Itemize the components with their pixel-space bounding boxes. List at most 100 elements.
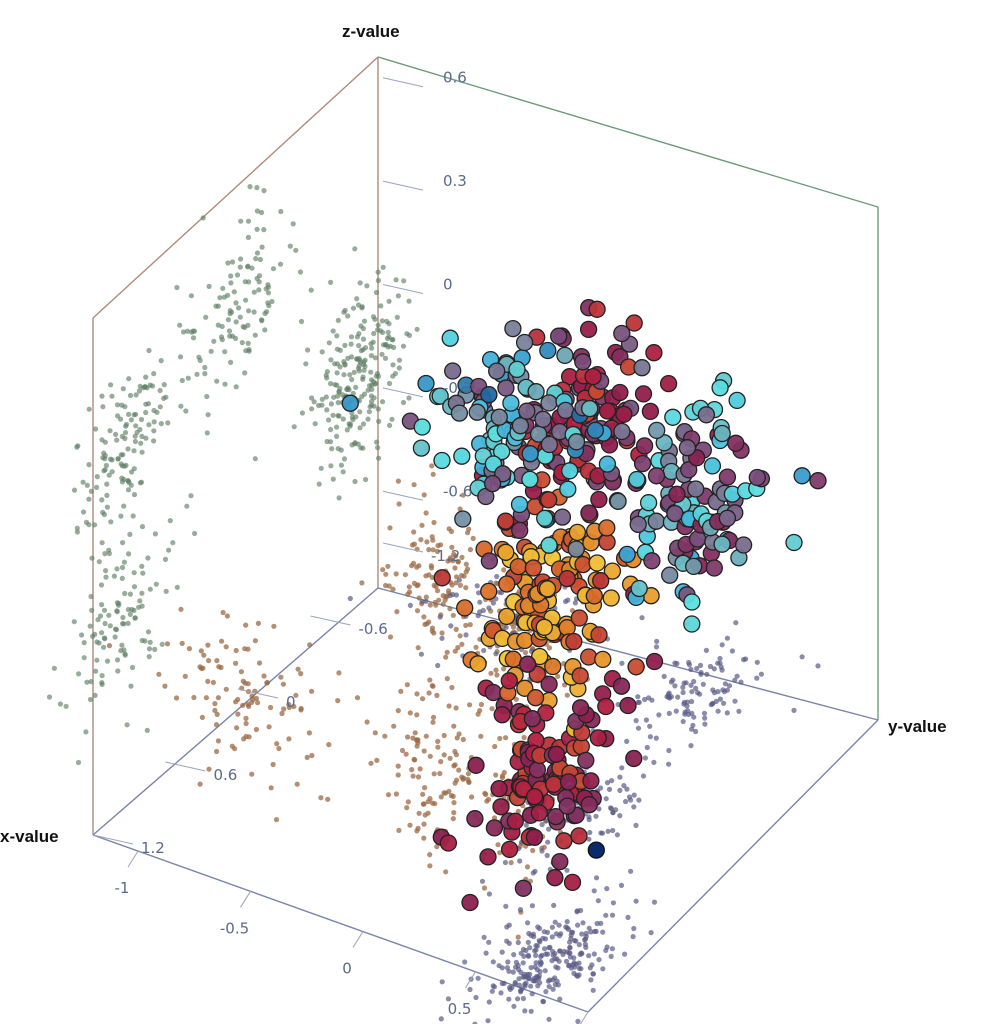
xy-projection-point <box>635 725 642 731</box>
yz-projection-point <box>137 480 143 486</box>
yz-projection-point <box>247 184 253 190</box>
yz-projection-point <box>384 335 391 342</box>
xy-projection-point <box>537 969 543 975</box>
yz-projection-point <box>103 462 109 469</box>
xy-projection-point <box>481 934 487 940</box>
xy-projection-point <box>702 721 708 727</box>
xz-projection-point <box>291 703 297 710</box>
data-point <box>511 521 529 540</box>
yz-projection-point <box>208 348 214 354</box>
xz-projection-point <box>431 582 437 589</box>
xz-projection-point <box>410 773 416 779</box>
yz-projection-point <box>348 334 355 340</box>
xy-projection-point <box>532 948 538 954</box>
xy-projection-point <box>610 900 617 906</box>
yz-projection-point <box>161 382 167 388</box>
yz-projection-point <box>380 264 386 270</box>
xz-projection-point <box>429 565 435 571</box>
data-point <box>526 689 545 707</box>
yz-projection-point <box>140 570 146 576</box>
yz-projection-point <box>122 435 128 442</box>
data-point <box>582 772 600 790</box>
xy-projection-point <box>407 602 413 609</box>
xz-projection-point <box>318 795 324 801</box>
yz-projection-point <box>157 404 163 410</box>
data-point <box>506 812 524 830</box>
xz-projection-point <box>335 698 341 704</box>
xy-projection-point <box>582 936 589 942</box>
yz-projection-point <box>158 421 164 427</box>
xy-projection-point <box>710 687 716 693</box>
xz-projection-point <box>459 641 465 647</box>
xz-projection-point <box>245 681 251 687</box>
xy-projection-point <box>456 577 462 583</box>
xy-projection-point <box>605 828 611 834</box>
xz-projection-point <box>430 714 437 721</box>
yz-projection-point <box>334 424 340 430</box>
xz-projection-point <box>215 695 221 701</box>
xz-projection-point <box>470 535 476 542</box>
yz-projection-point <box>71 487 78 493</box>
yz-projection-point <box>360 445 366 451</box>
data-point <box>580 648 598 666</box>
data-point <box>480 386 498 404</box>
yz-projection-point <box>262 310 268 317</box>
yz-projection-point <box>204 393 210 400</box>
yz-projection-point <box>371 330 377 337</box>
xz-projection-point <box>430 547 436 553</box>
xy-projection-point <box>604 886 610 892</box>
xy-projection-point <box>347 595 353 602</box>
yz-projection-point <box>119 575 125 582</box>
xy-projection-point <box>644 744 650 751</box>
xz-projection-point <box>478 733 484 739</box>
xy-projection-point <box>467 986 473 993</box>
yz-projection-point <box>378 303 384 309</box>
xz-projection-point <box>214 711 220 718</box>
yz-projection-point <box>309 395 315 401</box>
data-points <box>341 299 827 912</box>
data-point <box>493 706 511 724</box>
data-point <box>655 434 673 452</box>
xy-projection-point <box>572 964 578 970</box>
xy-projection-point <box>618 882 625 889</box>
xy-projection-point <box>486 999 492 1005</box>
xz-projection-point <box>435 744 441 750</box>
data-point <box>635 437 654 455</box>
xz-projection-point <box>396 501 402 507</box>
xz-projection-point <box>206 658 212 664</box>
xy-projection-point <box>481 647 487 654</box>
yz-projection-point <box>368 393 374 399</box>
data-point <box>504 319 522 338</box>
y-axis-title: y-value <box>888 717 947 736</box>
xy-projection-point <box>576 965 582 971</box>
yz-projection-point <box>278 208 284 215</box>
data-point <box>559 773 578 791</box>
xy-projection-point <box>533 960 539 966</box>
data-point <box>547 745 566 763</box>
yz-projection-point <box>345 313 351 319</box>
yz-projection-point <box>236 305 242 311</box>
z-tick-mark <box>382 490 424 501</box>
yz-projection-point <box>251 289 257 295</box>
yz-projection-point <box>357 360 363 366</box>
data-point <box>525 828 544 846</box>
yz-projection-point <box>342 361 348 367</box>
yz-projection-point <box>401 278 407 284</box>
data-point <box>590 490 608 509</box>
yz-projection-point <box>328 401 334 407</box>
yz-projection-point <box>394 314 400 320</box>
xz-projection-point <box>447 755 453 761</box>
yz-projection-point <box>323 394 329 400</box>
data-point <box>577 751 595 770</box>
xy-projection-point <box>513 964 519 970</box>
xy-projection-point <box>462 959 468 965</box>
data-point <box>524 559 543 577</box>
xy-projection-point <box>691 678 697 685</box>
xy-projection-point <box>722 681 729 687</box>
xy-projection-point <box>486 891 492 897</box>
data-point <box>584 367 602 386</box>
xy-projection-point <box>656 712 662 718</box>
xz-projection-point <box>336 670 342 676</box>
yz-projection-point <box>46 694 53 700</box>
xz-projection-point <box>406 584 412 590</box>
